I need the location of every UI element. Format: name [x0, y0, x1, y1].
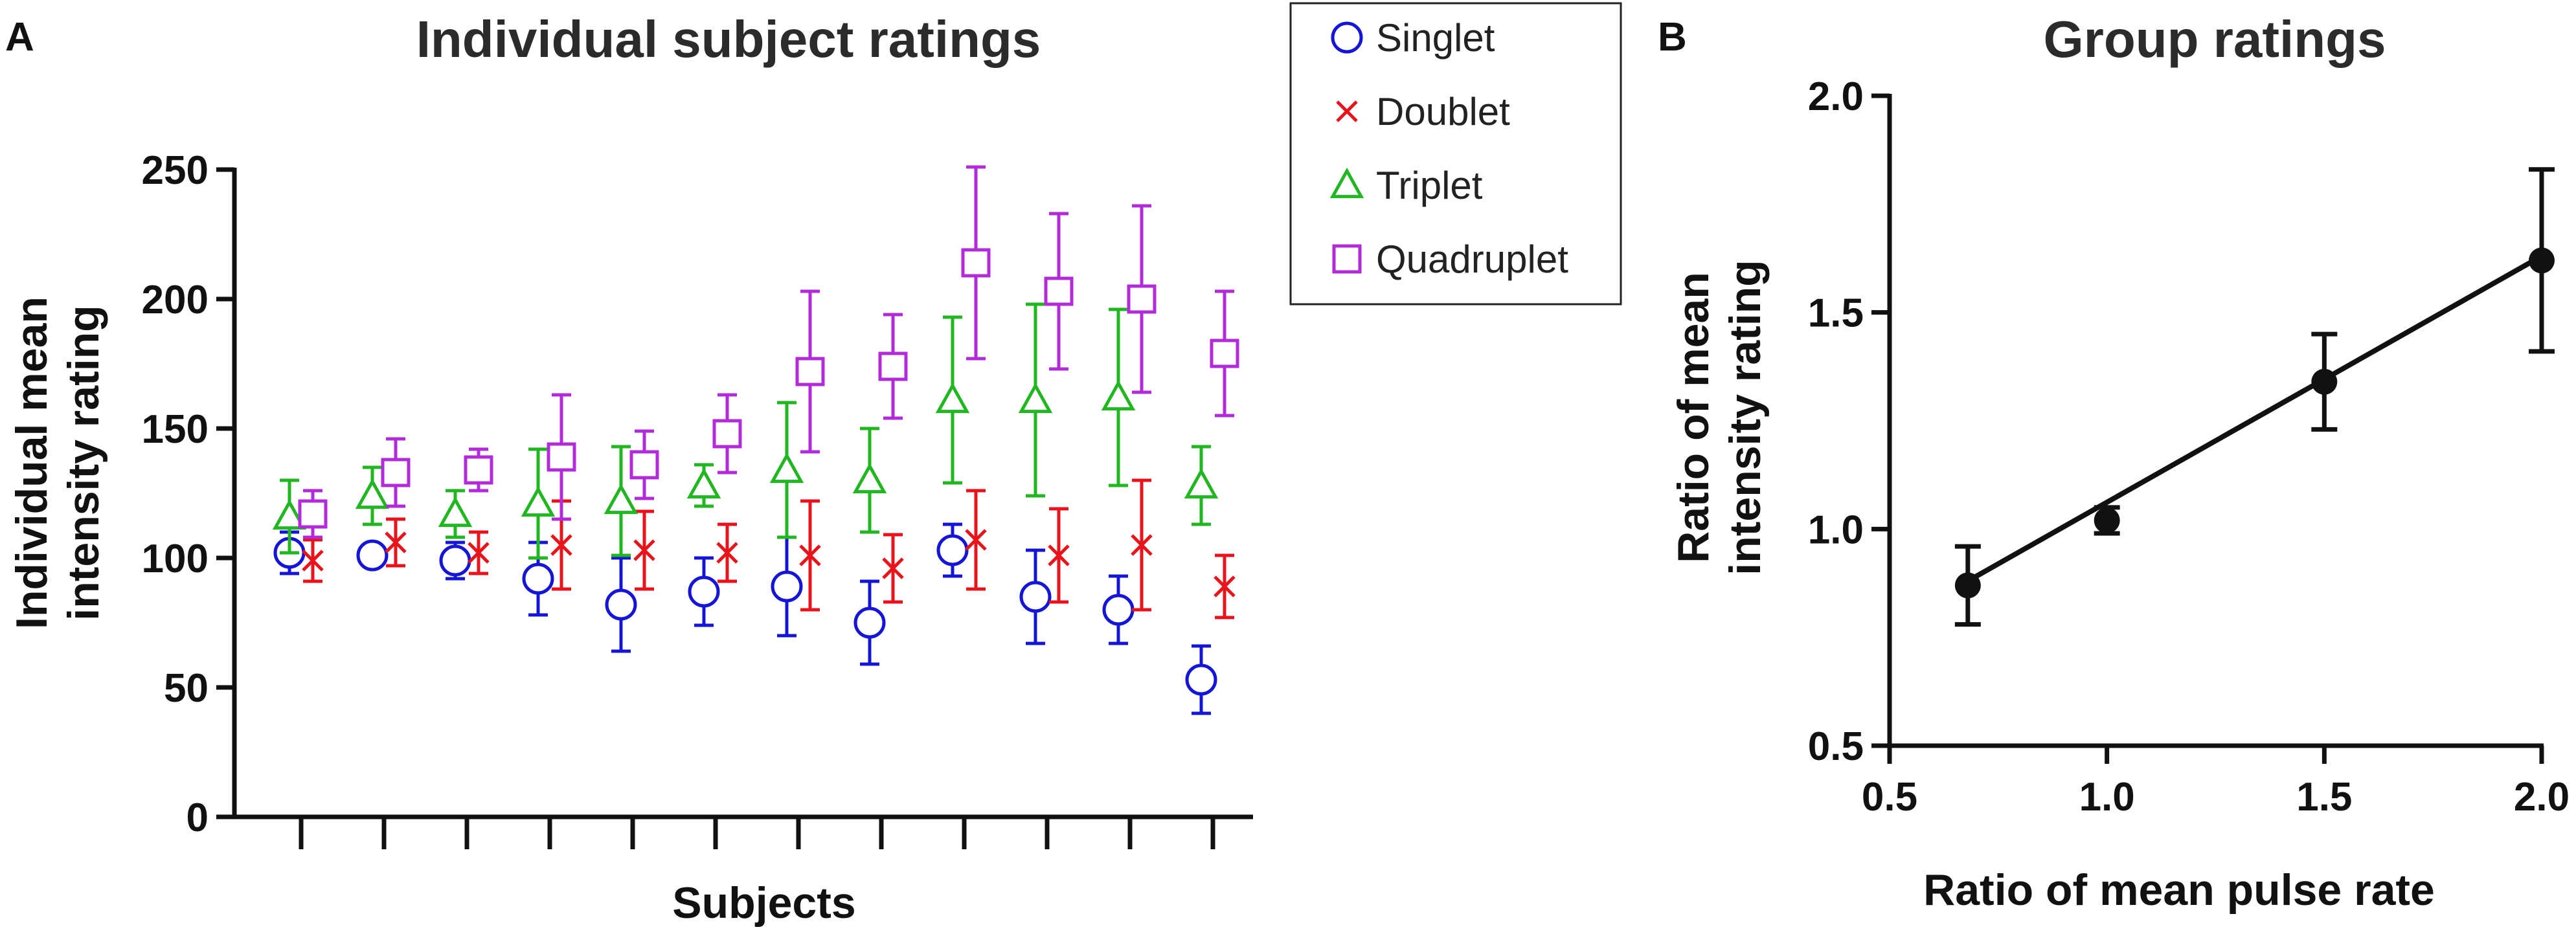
panel-a-x-axis-label: Subjects [672, 878, 855, 928]
data-point [769, 452, 804, 484]
panel-a-y-tick-label: 150 [142, 407, 209, 452]
data-point [2094, 507, 2120, 533]
data-point [878, 351, 908, 381]
panel-b-y-axis-label-line1: Ratio of mean [1669, 272, 1718, 563]
data-point [882, 557, 904, 579]
data-point [1210, 339, 1239, 368]
data-point [852, 462, 887, 494]
legend-marker-singlet [1331, 21, 1363, 54]
data-point [438, 496, 473, 528]
panel-b-y-tick-label: 1.5 [1808, 291, 1864, 336]
data-point [439, 544, 471, 577]
panel-b-y-tick-label: 2.0 [1808, 74, 1864, 119]
panel-a-legend: Singlet Doublet Triplet Quadruplet [1289, 2, 1622, 306]
panel-b-x-tick-label: 0.5 [1862, 775, 1917, 819]
series-quadruplet [298, 165, 1239, 539]
data-point [1019, 581, 1052, 613]
panel-b-x-axis-label: Ratio of mean pulse rate [1923, 865, 2435, 915]
data-point [1185, 663, 1217, 696]
data-point [935, 382, 970, 414]
data-point [464, 455, 493, 485]
legend-marker-triplet [1329, 167, 1364, 199]
data-point [547, 442, 576, 472]
data-point [2529, 247, 2555, 274]
data-point [272, 498, 307, 530]
data-point [965, 529, 987, 551]
data-point [1954, 572, 1981, 599]
data-point [1214, 575, 1236, 597]
panel-a-y-tick-label: 200 [142, 278, 209, 322]
data-point [799, 544, 821, 566]
data-point [355, 478, 390, 509]
panel-a-y-tick-label: 100 [142, 537, 209, 581]
data-point [1101, 379, 1136, 411]
data-point [356, 539, 389, 572]
panel-a-title: Individual subject ratings [416, 10, 1041, 68]
data-point [1184, 467, 1219, 499]
panel-a-y-axis-label-line1: Individual mean [7, 296, 56, 629]
data-point [302, 550, 324, 572]
legend-label-triplet: Triplet [1376, 164, 1483, 207]
panel-b-y-tick-label: 1.0 [1808, 507, 1864, 552]
panel-a-letter: A [5, 15, 34, 60]
data-point [633, 539, 655, 561]
data-point [795, 357, 825, 386]
panel-a-plot: 0 50 100 150 200 250 [142, 148, 1253, 849]
panel-b-letter: B [1658, 15, 1687, 60]
data-point [298, 499, 328, 529]
data-point [521, 485, 556, 517]
data-point [522, 563, 554, 595]
data-point [1018, 382, 1053, 414]
panel-a-y-tick-label: 0 [186, 796, 209, 840]
data-point [716, 542, 738, 564]
data-point [468, 542, 490, 564]
data-point [381, 458, 411, 487]
data-point [605, 588, 637, 621]
series-singlet [273, 522, 1217, 715]
data-point [688, 575, 720, 608]
data-point [1044, 276, 1074, 306]
data-point [961, 248, 991, 278]
panel-b-y-tick-label: 0.5 [1808, 724, 1864, 769]
data-point [712, 419, 742, 449]
panel-b-title: Group ratings [2044, 10, 2386, 68]
data-point [1102, 594, 1135, 626]
data-point [853, 607, 886, 639]
panel-b-x-tick-label: 2.0 [2514, 775, 2570, 819]
data-point [936, 534, 969, 566]
data-point [1048, 544, 1070, 566]
panel-a-y-axis-label-line2: intensity rating [59, 305, 108, 620]
series-doublet [302, 478, 1236, 619]
panel-b-x-tick-label: 1.0 [2079, 775, 2135, 819]
data-point [550, 534, 572, 556]
legend-marker-quadruplet [1332, 244, 1362, 274]
data-point [771, 570, 803, 603]
panel-b-plot: 0.5 1.0 1.5 2.0 0.5 1.0 1.5 2.0 [1808, 74, 2570, 819]
panel-a-y-tick-label: 50 [164, 666, 209, 711]
panel-a-y-tick-label: 250 [142, 148, 209, 193]
data-point [629, 450, 659, 480]
data-point [385, 531, 407, 553]
data-point [604, 483, 638, 515]
data-point [1131, 534, 1153, 556]
legend-marker-doublet [1336, 100, 1358, 122]
fit-line [1966, 254, 2543, 584]
panel-b-y-axis-label-line2: intensity rating [1721, 260, 1770, 575]
data-point [686, 467, 721, 499]
legend-label-quadruplet: Quadruplet [1376, 238, 1568, 281]
data-point [2311, 368, 2338, 395]
legend-label-doublet: Doublet [1376, 90, 1510, 133]
legend-label-singlet: Singlet [1376, 16, 1495, 60]
data-point [1127, 284, 1157, 314]
panel-b-x-tick-label: 1.5 [2296, 775, 2352, 819]
series-triplet [272, 302, 1219, 560]
